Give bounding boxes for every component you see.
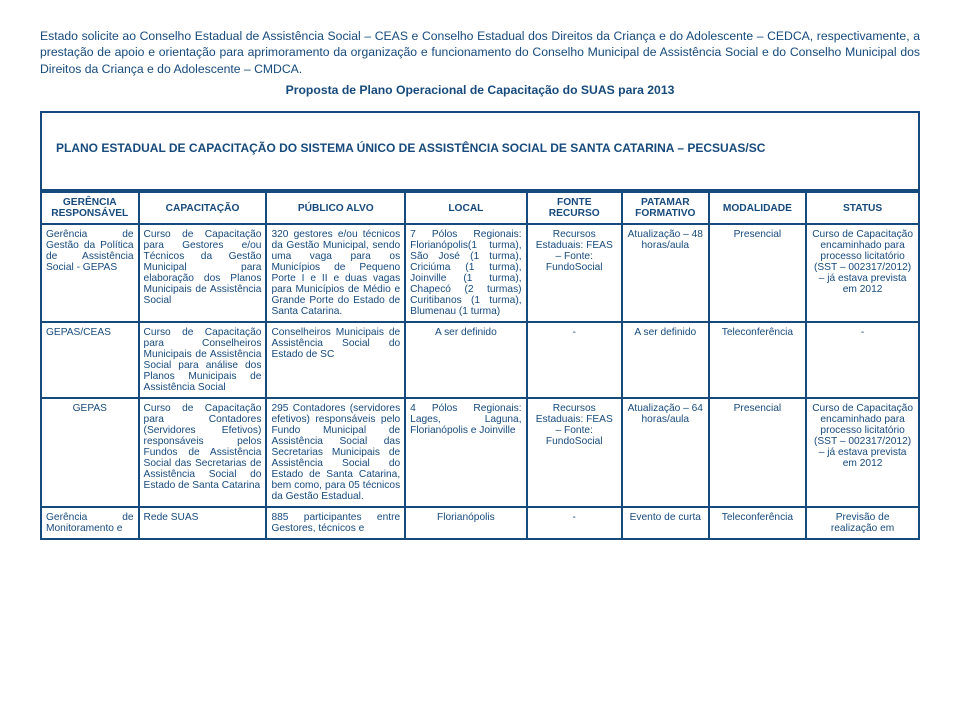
cell-local: 4 Pólos Regionais: Lages, Laguna, Floria… [405,398,526,507]
cell-capacitacao: Curso de Capacitação para Gestores e/ou … [139,224,267,322]
cell-status: Curso de Capacitação encaminhado para pr… [806,398,919,507]
cell-modalidade: Presencial [709,398,807,507]
th-patamar: PATAMAR FORMATIVO [622,192,709,224]
cell-publico: 885 participantes entre Gestores, técnic… [266,507,405,539]
table-body: Gerência de Gestão da Política de Assist… [41,224,919,539]
cell-status: Curso de Capacitação encaminhado para pr… [806,224,919,322]
cell-fonte: Recursos Estaduais: FEAS – Fonte: FundoS… [527,398,622,507]
cell-capacitacao: Curso de Capacitação para Contadores (Se… [139,398,267,507]
table-row: GEPAS Curso de Capacitação para Contador… [41,398,919,507]
cell-local: A ser definido [405,322,526,398]
cell-local: Florianópolis [405,507,526,539]
suas-sun-ray [79,549,151,582]
plan-title: PLANO ESTADUAL DE CAPACITAÇÃO DO SISTEMA… [56,141,765,155]
cell-publico: 295 Contadores (servidores efetivos) res… [266,398,405,507]
th-fonte: FONTE RECURSO [527,192,622,224]
th-status: STATUS [806,192,919,224]
th-local: LOCAL [405,192,526,224]
cell-fonte: - [527,322,622,398]
cell-gerencia: Gerência de Gestão da Política de Assist… [41,224,139,322]
suas-sun-ray [264,549,375,617]
cell-patamar: A ser definido [622,322,709,398]
suas-watermark-text: Sistema Único de Assis [260,644,846,709]
cell-patamar: Atualização – 48 horas/aula [622,224,709,322]
suas-sun-ray [264,695,375,719]
suas-sun-ray [5,549,116,617]
cell-fonte: Recursos Estaduais: FEAS – Fonte: FundoS… [527,224,622,322]
cell-gerencia: Gerência de Monitoramento e [41,507,139,539]
suas-sun-icon [90,549,290,719]
suas-sun-ray [5,695,116,719]
cell-fonte: - [527,507,622,539]
cell-status: Previsão de realização em [806,507,919,539]
proposal-subtitle: Proposta de Plano Operacional de Capacit… [40,83,920,97]
cell-gerencia: GEPAS/CEAS [41,322,139,398]
table-row: Gerência de Gestão da Política de Assist… [41,224,919,322]
th-gerencia: GERÊNCIA RESPONSÁVEL [41,192,139,224]
suas-sun-ray [183,549,197,566]
th-publico: PÚBLICO ALVO [266,192,405,224]
table-row: Gerência de Monitoramento e Rede SUAS 88… [41,507,919,539]
cell-patamar: Evento de curta [622,507,709,539]
table-header-row: GERÊNCIA RESPONSÁVEL CAPACITAÇÃO PÚBLICO… [41,192,919,224]
cell-gerencia: GEPAS [41,398,139,507]
cell-capacitacao: Rede SUAS [139,507,267,539]
cell-modalidade: Teleconferência [709,322,807,398]
cell-patamar: Atualização – 64 horas/aula [622,398,709,507]
th-modalidade: MODALIDADE [709,192,807,224]
cell-modalidade: Presencial [709,224,807,322]
suas-watermark: Sistema Único de Assis [0,549,960,719]
cell-local: 7 Pólos Regionais: Florianópolis(1 turma… [405,224,526,322]
cell-modalidade: Teleconferência [709,507,807,539]
cell-status: - [806,322,919,398]
th-capacitacao: CAPACITAÇÃO [139,192,267,224]
page: Estado solicite ao Conselho Estadual de … [0,0,960,719]
suas-sun-ray [229,549,301,582]
suas-sun-ray [280,649,400,663]
cell-publico: 320 gestores e/ou técnicos da Gestão Mun… [266,224,405,322]
intro-paragraph: Estado solicite ao Conselho Estadual de … [40,28,920,77]
table-row: GEPAS/CEAS Curso de Capacitação para Con… [41,322,919,398]
cell-capacitacao: Curso de Capacitação para Conselheiros M… [139,322,267,398]
plan-title-box: PLANO ESTADUAL DE CAPACITAÇÃO DO SISTEMA… [40,111,920,191]
cell-publico: Conselheiros Municipais de Assistência S… [266,322,405,398]
capacitacao-table: GERÊNCIA RESPONSÁVEL CAPACITAÇÃO PÚBLICO… [40,191,920,540]
suas-sun-ray [0,649,100,663]
